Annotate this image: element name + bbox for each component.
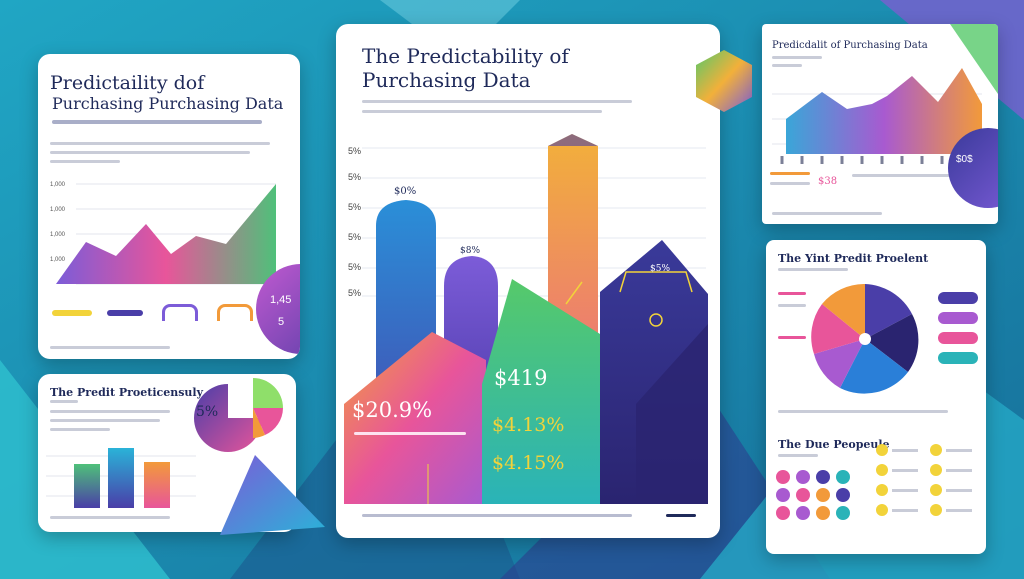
text-line bbox=[772, 64, 802, 67]
svg-text:1,000: 1,000 bbox=[50, 257, 66, 263]
main-chart bbox=[344, 134, 708, 504]
value-3: $4.13% bbox=[492, 414, 565, 436]
card-title-line2: Purchasing Purchasing Data bbox=[52, 94, 284, 113]
bar-label-1: $0% bbox=[394, 186, 417, 197]
section-title: The Due Peopeule bbox=[778, 438, 890, 451]
text-line bbox=[778, 454, 818, 457]
text-line bbox=[52, 120, 262, 124]
card-title: The Yint Predit Proelent bbox=[778, 252, 929, 265]
y-tick: 5% bbox=[348, 172, 362, 182]
y-tick: 5% bbox=[348, 202, 362, 212]
text-line bbox=[362, 100, 632, 103]
y-tick: 5% bbox=[348, 232, 362, 242]
text-line bbox=[50, 142, 270, 145]
decor-triangle bbox=[220, 455, 325, 535]
text-line bbox=[50, 160, 120, 163]
donut-chart bbox=[811, 284, 919, 394]
badge-text: 1,45 bbox=[270, 294, 292, 306]
text-line bbox=[778, 304, 806, 307]
card-center: The Predictability of Purchasing Data 5%… bbox=[336, 24, 720, 538]
y-axis: 5% 5% 5% 5% 5% 5% bbox=[348, 144, 368, 304]
legend-pills bbox=[938, 292, 978, 378]
y-tick: 5% bbox=[348, 262, 362, 272]
text-line bbox=[354, 432, 466, 435]
text-line bbox=[50, 516, 170, 519]
text-line bbox=[770, 172, 810, 175]
hexagon-ornament bbox=[696, 50, 752, 112]
text-line bbox=[778, 336, 806, 339]
text-line bbox=[772, 212, 882, 215]
area-chart-right bbox=[772, 68, 982, 164]
text-line bbox=[50, 151, 250, 154]
main-title-line1: The Predictability of bbox=[362, 44, 569, 68]
card-right-bottom: The Yint Predit Proelent The Due Peopeul… bbox=[766, 240, 986, 554]
badge-text: $0$ bbox=[956, 154, 973, 165]
pie-chart bbox=[194, 378, 283, 452]
badge-text-2: 5 bbox=[278, 316, 285, 328]
card-right-top: Predicdalit of Purchasing Data $38 $0$ bbox=[762, 24, 998, 224]
text-line bbox=[50, 428, 110, 431]
value-2: $419 bbox=[494, 366, 548, 390]
svg-text:1,000: 1,000 bbox=[50, 182, 66, 188]
card-title: Predicdalit of Purchasing Data bbox=[772, 40, 928, 51]
y-tick: 5% bbox=[348, 146, 362, 156]
legend-row bbox=[52, 304, 282, 326]
area-chart: 1,000 1,000 1,000 1,000 bbox=[50, 182, 276, 285]
card-title-line1: Predictaility dof bbox=[50, 72, 205, 94]
pie-value: 5% bbox=[196, 404, 219, 420]
text-line bbox=[778, 292, 806, 295]
text-line bbox=[50, 410, 170, 413]
right-top-value: $38 bbox=[818, 176, 838, 187]
main-title-line2: Purchasing Data bbox=[362, 68, 531, 92]
svg-text:1,000: 1,000 bbox=[50, 232, 66, 238]
text-line bbox=[50, 346, 170, 349]
y-tick: 5% bbox=[348, 288, 362, 298]
people-list bbox=[876, 444, 980, 544]
text-line bbox=[852, 174, 962, 177]
bar-chart-small bbox=[46, 448, 196, 508]
value-1: $20.9% bbox=[352, 398, 433, 422]
text-line bbox=[362, 110, 602, 113]
corner-triangle bbox=[950, 24, 998, 94]
card-title: The Predit Proeticensuly bbox=[50, 386, 203, 399]
value-4: $4.15% bbox=[492, 452, 565, 474]
text-line bbox=[50, 419, 160, 422]
svg-text:1,000: 1,000 bbox=[50, 207, 66, 213]
text-line bbox=[50, 400, 78, 403]
arrow-label: $5% bbox=[650, 264, 671, 274]
footer-line bbox=[362, 514, 632, 517]
text-line bbox=[772, 56, 822, 59]
text-line bbox=[778, 268, 848, 271]
bar-label-2: $8% bbox=[460, 246, 481, 256]
footer-line bbox=[666, 514, 696, 517]
people-grid bbox=[776, 470, 856, 540]
text-line bbox=[778, 410, 948, 413]
text-line bbox=[770, 182, 810, 185]
card-left-top: Predictaility dof Purchasing Purchasing … bbox=[38, 54, 300, 359]
